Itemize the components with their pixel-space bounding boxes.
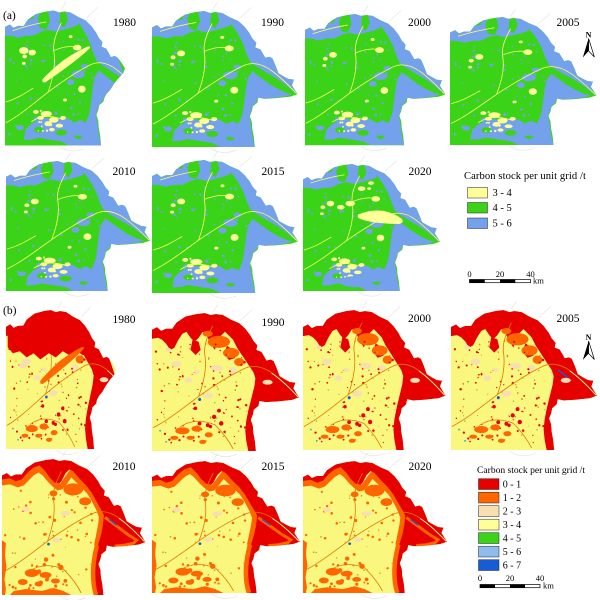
- svg-text:km: km: [543, 581, 554, 591]
- svg-text:3 - 4: 3 - 4: [503, 520, 521, 531]
- svg-text:2010: 2010: [113, 461, 136, 473]
- svg-text:Carbon stock per unit grid /t: Carbon stock per unit grid /t: [477, 465, 585, 476]
- svg-text:6 - 7: 6 - 7: [503, 561, 521, 572]
- svg-text:3 - 4: 3 - 4: [493, 188, 513, 199]
- svg-text:(b): (b): [3, 305, 17, 317]
- svg-text:0: 0: [478, 573, 482, 583]
- svg-text:1990: 1990: [261, 17, 284, 29]
- svg-text:2005: 2005: [557, 17, 580, 29]
- svg-text:1980: 1980: [113, 314, 136, 326]
- svg-text:2010: 2010: [113, 166, 136, 178]
- svg-text:1 - 2: 1 - 2: [503, 493, 521, 504]
- svg-text:2020: 2020: [409, 166, 432, 178]
- svg-text:40: 40: [526, 269, 535, 279]
- svg-text:20: 20: [506, 573, 515, 583]
- svg-text:5 - 6: 5 - 6: [493, 219, 512, 230]
- svg-text:2005: 2005: [557, 313, 580, 325]
- svg-text:2020: 2020: [409, 461, 432, 473]
- svg-text:2015: 2015: [262, 166, 285, 178]
- svg-text:2 - 3: 2 - 3: [503, 507, 521, 518]
- svg-text:0: 0: [467, 269, 471, 279]
- svg-text:5 - 6: 5 - 6: [503, 547, 521, 558]
- svg-text:4 - 5: 4 - 5: [493, 203, 512, 214]
- svg-text:1990: 1990: [262, 317, 285, 329]
- svg-text:20: 20: [496, 269, 505, 279]
- svg-text:2015: 2015: [262, 461, 285, 473]
- svg-text:0 - 1: 0 - 1: [503, 480, 521, 491]
- svg-text:Carbon stock per unit grid /t: Carbon stock per unit grid /t: [464, 171, 586, 182]
- svg-text:(a): (a): [3, 10, 16, 22]
- svg-text:km: km: [533, 276, 544, 286]
- svg-text:2000: 2000: [408, 313, 431, 325]
- svg-text:40: 40: [536, 573, 545, 583]
- svg-text:2000: 2000: [408, 17, 431, 29]
- svg-text:4 - 5: 4 - 5: [503, 534, 521, 545]
- svg-text:1980: 1980: [113, 17, 136, 29]
